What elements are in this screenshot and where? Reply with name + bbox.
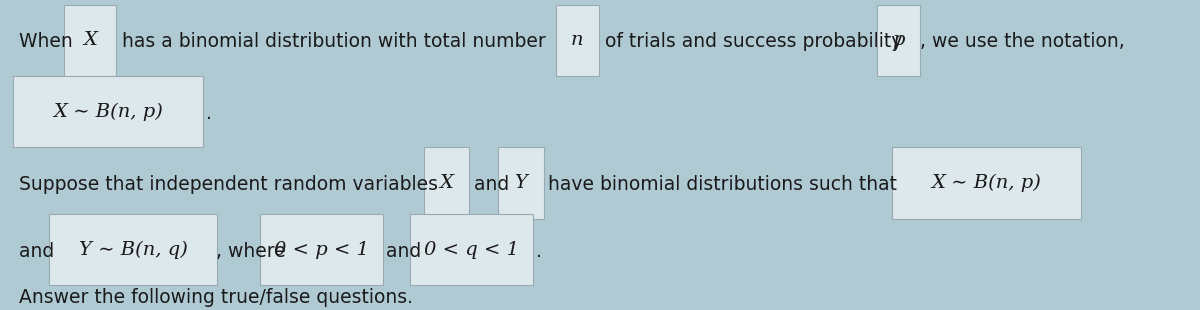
Text: Y ∼ B(n, q): Y ∼ B(n, q)	[79, 241, 187, 259]
Text: .: .	[200, 104, 212, 123]
Text: of trials and success probability: of trials and success probability	[599, 32, 908, 51]
FancyBboxPatch shape	[424, 147, 469, 219]
Text: n: n	[571, 31, 583, 49]
Text: X ∼ B(n, p): X ∼ B(n, p)	[53, 103, 163, 121]
FancyBboxPatch shape	[498, 147, 544, 219]
Text: X ∼ B(n, p): X ∼ B(n, p)	[931, 174, 1042, 192]
FancyBboxPatch shape	[556, 5, 599, 76]
Text: Suppose that independent random variables: Suppose that independent random variable…	[19, 175, 444, 194]
FancyBboxPatch shape	[260, 214, 383, 285]
Text: have binomial distributions such that: have binomial distributions such that	[542, 175, 904, 194]
Text: When: When	[19, 32, 79, 51]
FancyBboxPatch shape	[13, 76, 203, 147]
FancyBboxPatch shape	[64, 5, 116, 76]
FancyBboxPatch shape	[877, 5, 920, 76]
Text: X: X	[439, 174, 454, 192]
FancyBboxPatch shape	[410, 214, 533, 285]
Text: and: and	[380, 241, 427, 261]
Text: has a binomial distribution with total number: has a binomial distribution with total n…	[116, 32, 552, 51]
Text: , where: , where	[216, 241, 292, 261]
Text: , we use the notation,: , we use the notation,	[920, 32, 1126, 51]
Text: .: .	[530, 241, 542, 261]
Text: 0 < p < 1: 0 < p < 1	[274, 241, 370, 259]
Text: and: and	[19, 241, 60, 261]
Text: Answer the following true/false questions.: Answer the following true/false question…	[19, 288, 413, 307]
Text: 0 < q < 1: 0 < q < 1	[424, 241, 520, 259]
FancyBboxPatch shape	[892, 147, 1081, 219]
FancyBboxPatch shape	[49, 214, 217, 285]
Text: p: p	[893, 31, 905, 49]
Text: and: and	[468, 175, 515, 194]
Text: X: X	[83, 31, 97, 49]
Text: Y: Y	[515, 174, 527, 192]
